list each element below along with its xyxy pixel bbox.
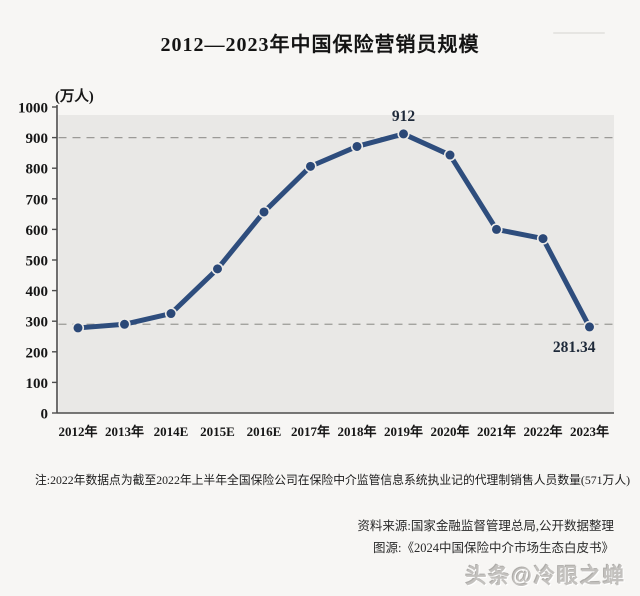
x-tick-label-2022年: 2022年 (523, 424, 562, 439)
y-tick-label-500: 500 (26, 254, 49, 270)
chart-title: 2012—2023年中国保险营销员规模 (160, 34, 480, 56)
data-point-2015E (211, 262, 224, 275)
x-tick-label-2015E: 2015E (200, 424, 235, 439)
corner-dash-artifact (553, 32, 605, 34)
data-point-2023年 (583, 320, 596, 334)
data-series-line (75, 131, 592, 331)
y-tick-label-800: 800 (26, 162, 49, 178)
data-label-912: 912 (392, 108, 416, 125)
x-tick-label-2019年: 2019年 (384, 424, 423, 439)
y-tick-label-600: 600 (26, 223, 49, 239)
y-tick-label-200: 200 (26, 345, 49, 361)
source-block: 资料来源:国家金融监督管理总局,公开数据整理 图源:《2024中国保险中介市场生… (357, 516, 614, 560)
x-tick-label-2014E: 2014E (154, 424, 189, 439)
watermark: 头条@冷眼之蝉 (465, 565, 626, 588)
x-tick-label-2023年: 2023年 (570, 424, 609, 439)
y-tick-label-1000: 1000 (18, 101, 48, 117)
data-point-2012年 (71, 321, 85, 335)
y-tick-label-700: 700 (26, 192, 49, 208)
x-tick-label-2012年: 2012年 (58, 424, 97, 439)
data-point-2020年 (443, 148, 457, 162)
y-tick-label-0: 0 (41, 407, 49, 423)
data-point-2013年 (118, 318, 131, 331)
data-point-2016E (257, 205, 271, 219)
line-chart: 0 100 200 300 400 500 600 700 800 900 1000 (万人) 2012… (0, 85, 640, 460)
data-point-2019年 (397, 127, 410, 141)
data-point-2018年 (350, 140, 364, 153)
x-tick-label-2018年: 2018年 (337, 424, 376, 439)
data-point-2017年 (304, 160, 317, 173)
data-point-2021年 (490, 223, 503, 236)
y-tick-label-900: 900 (26, 131, 49, 147)
x-tick-label-2020年: 2020年 (430, 424, 469, 439)
x-tick-label-2013年: 2013年 (105, 424, 144, 439)
y-tick-label-300: 300 (26, 315, 49, 331)
data-point-2014E (164, 307, 178, 320)
plot-area (58, 115, 614, 413)
x-tick-label-2016E: 2016E (247, 424, 282, 439)
footnote: 注:2022年数据点为截至2022年上半年全国保险公司在保险中介监管信息系统执业… (35, 473, 631, 487)
source-line-1: 资料来源:国家金融监督管理总局,公开数据整理 (357, 519, 614, 533)
x-tick-label-2021年: 2021年 (477, 424, 516, 439)
chart-canvas: 0 100 200 300 400 500 600 700 800 900 1000 (万人) 2012… (18, 88, 614, 439)
source-line-2: 图源:《2024中国保险中介市场生态白皮书》 (373, 540, 614, 555)
data-label-281.34: 281.34 (553, 339, 596, 356)
data-point-2022年 (536, 232, 550, 245)
x-tick-label-2017年: 2017年 (291, 424, 330, 439)
y-tick-label-100: 100 (26, 376, 49, 392)
y-axis-unit-label: (万人) (55, 88, 94, 105)
y-tick-label-400: 400 (26, 284, 49, 300)
